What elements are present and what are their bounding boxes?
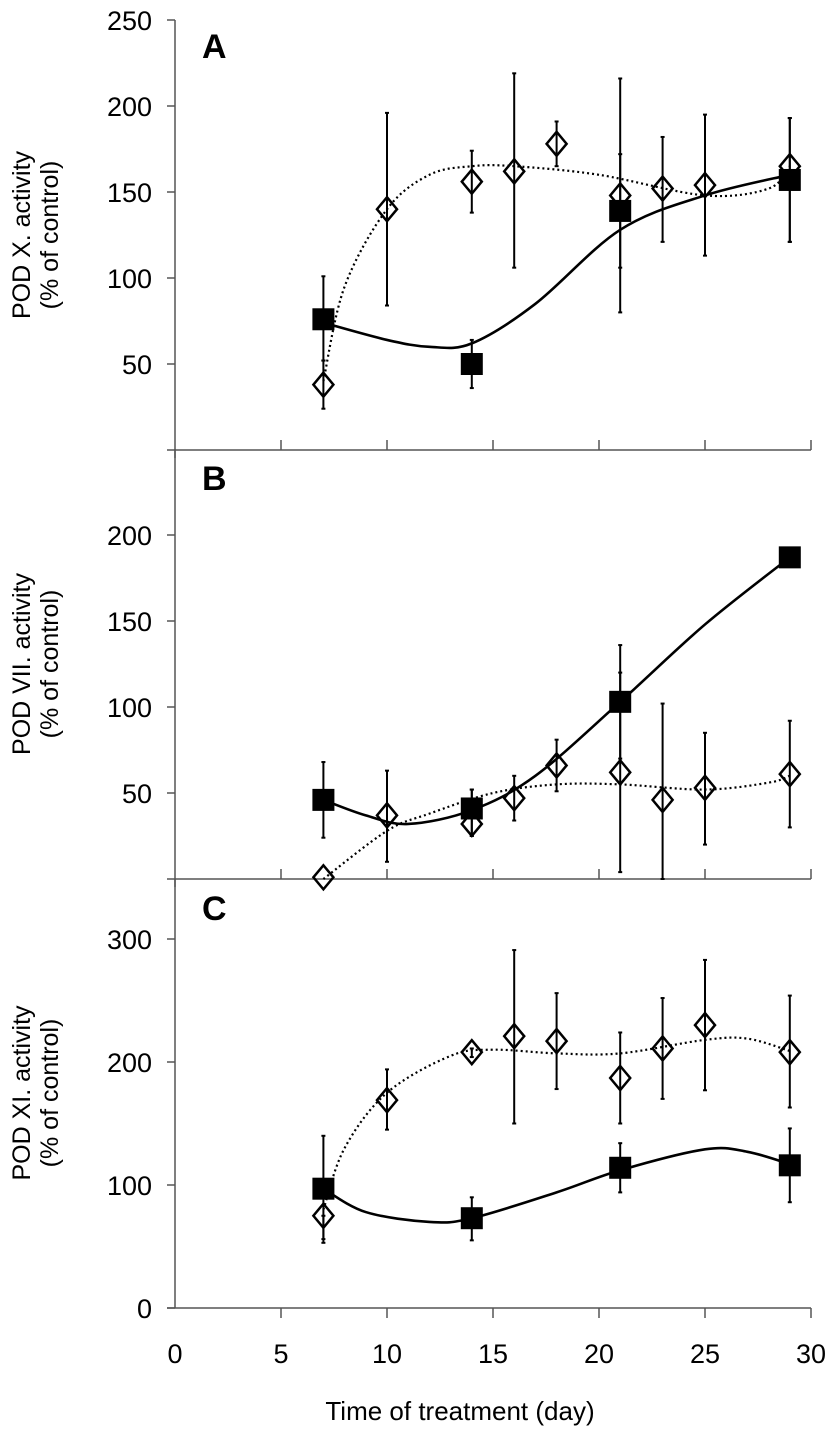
- data-point-square: [312, 308, 335, 331]
- data-point-diamond: [650, 174, 675, 203]
- data-point-diamond: [502, 784, 526, 813]
- x-tick-label: 25: [690, 1339, 720, 1369]
- panel-b: 50 100 150 200 B POD VII. activity (% of contr…: [8, 449, 812, 892]
- panel-a: 50 100 150 200 250 A POD X. activity (% of cont…: [8, 6, 812, 458]
- fit-line-squares: [322, 556, 791, 826]
- data-point-diamond: [375, 801, 399, 830]
- y-tick-label: 300: [107, 925, 152, 955]
- data-point-diamond: [778, 760, 802, 789]
- y-axis-label: POD VII. activity: [8, 573, 36, 755]
- data-point-square: [609, 199, 632, 222]
- data-point-diamond: [460, 810, 484, 838]
- data-point-diamond: [778, 1038, 802, 1067]
- data-point-diamond: [693, 1011, 717, 1040]
- y-axis-label: POD X. activity: [8, 150, 36, 319]
- data-point-diamond: [544, 129, 569, 158]
- x-tick-label: 30: [796, 1339, 826, 1369]
- x-tick-label: 15: [478, 1339, 508, 1369]
- data-point-square: [460, 797, 483, 820]
- data-point-diamond: [608, 758, 632, 787]
- data-point-square: [778, 546, 801, 569]
- data-point-diamond: [311, 863, 336, 892]
- data-point-square: [460, 353, 483, 375]
- y-tick-label: 200: [107, 1048, 152, 1078]
- y-tick-label: 200: [107, 92, 152, 122]
- x-tick-label: 10: [372, 1339, 402, 1369]
- data-point-diamond: [460, 1038, 484, 1067]
- data-point-diamond: [375, 1086, 399, 1115]
- y-tick-label: 100: [107, 1171, 152, 1201]
- data-point-diamond: [502, 157, 526, 186]
- panel-letter: A: [202, 28, 227, 66]
- x-tick-label: 5: [273, 1339, 288, 1369]
- y-tick-label: 100: [107, 264, 152, 294]
- y-tick-label: 150: [107, 607, 152, 637]
- x-axis-title: Time of treatment (day): [325, 1396, 594, 1426]
- y-tick-label: 50: [122, 350, 152, 380]
- data-point-square: [609, 690, 632, 713]
- data-point-square: [609, 1156, 632, 1179]
- data-point-diamond: [544, 1027, 569, 1056]
- y-axis-label: (% of control): [36, 590, 64, 739]
- y-axis-label: POD XI. activity: [8, 1005, 36, 1181]
- data-point-square: [460, 1207, 483, 1230]
- fit-line-diamonds: [322, 1036, 791, 1210]
- data-point-square: [312, 788, 335, 811]
- y-tick-label: 200: [107, 521, 152, 551]
- x-tick-label: 0: [167, 1339, 182, 1369]
- panel-c: 0 100 200 300 C POD XI. activity (% of control…: [8, 879, 812, 1324]
- data-point-diamond: [650, 1034, 675, 1063]
- data-point-diamond: [460, 167, 484, 196]
- y-tick-label: 0: [137, 1294, 152, 1324]
- y-tick-label: 50: [122, 779, 152, 809]
- y-tick-label: 250: [107, 6, 152, 36]
- data-point-diamond: [544, 751, 569, 780]
- fit-line-diamonds: [322, 164, 791, 382]
- fit-line-squares: [322, 1146, 791, 1224]
- y-axis-label: (% of control): [36, 161, 64, 310]
- data-point-diamond: [693, 171, 717, 200]
- data-point-diamond: [502, 1022, 526, 1051]
- panel-letter: C: [202, 890, 227, 928]
- data-point-diamond: [311, 370, 336, 399]
- data-point-diamond: [375, 195, 399, 224]
- y-tick-label: 100: [107, 693, 152, 723]
- x-tick-label: 20: [584, 1339, 614, 1369]
- y-axis-label: (% of control): [36, 1019, 64, 1168]
- data-point-square: [778, 168, 801, 191]
- panel-letter: B: [202, 460, 227, 498]
- y-tick-label: 150: [107, 178, 152, 208]
- data-point-diamond: [311, 1201, 336, 1230]
- data-point-diamond: [693, 773, 717, 802]
- data-point-square: [778, 1154, 801, 1177]
- data-point-diamond: [608, 1064, 632, 1092]
- data-point-diamond: [650, 785, 675, 814]
- data-point-square: [312, 1177, 335, 1200]
